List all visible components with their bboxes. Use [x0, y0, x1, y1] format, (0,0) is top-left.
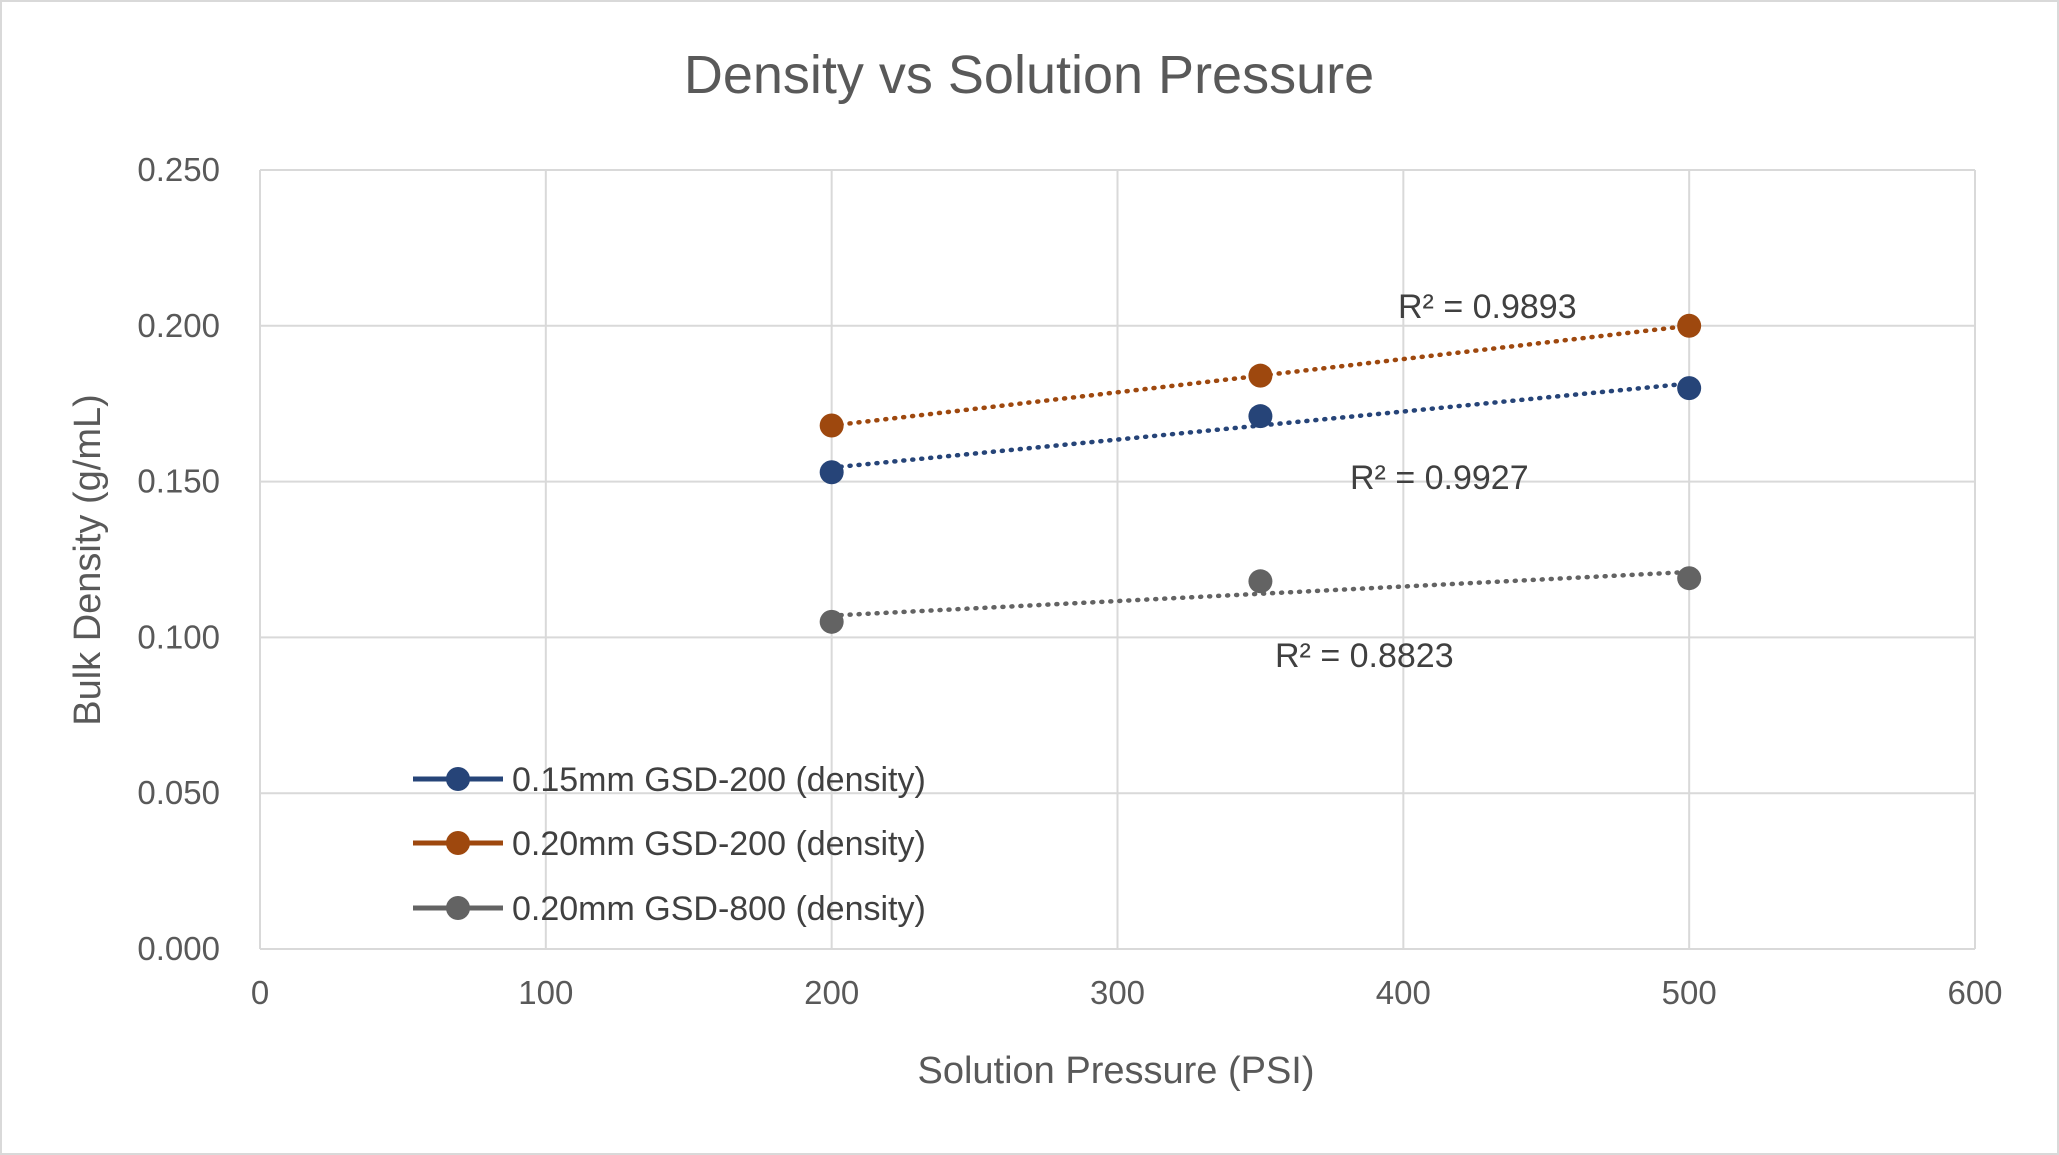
x-tick-label: 600	[1947, 974, 2002, 1011]
legend-marker	[446, 896, 470, 920]
data-point	[819, 413, 844, 438]
legend-label: 0.20mm GSD-200 (density)	[512, 825, 926, 863]
y-tick-label: 0.000	[137, 930, 220, 967]
data-point	[1248, 569, 1273, 594]
x-tick-label: 100	[518, 974, 573, 1011]
y-tick-label: 0.050	[137, 774, 220, 811]
legend-label: 0.15mm GSD-200 (density)	[512, 761, 926, 799]
gridlines	[259, 169, 1976, 950]
legend-label: 0.20mm GSD-800 (density)	[512, 890, 926, 928]
x-axis-title: Solution Pressure (PSI)	[917, 1050, 1314, 1092]
data-point	[1248, 404, 1273, 429]
x-tick-label: 300	[1090, 974, 1145, 1011]
legend: 0.15mm GSD-200 (density) 0.20mm GSD-200 (…	[413, 761, 926, 928]
data-point	[1677, 376, 1702, 401]
y-tick-label: 0.150	[137, 463, 220, 500]
data-points	[819, 313, 1702, 634]
x-tick-label: 200	[804, 974, 859, 1011]
x-tick-label: 0	[251, 974, 269, 1011]
x-tick-label: 500	[1662, 974, 1717, 1011]
chart-title: Density vs Solution Pressure	[684, 45, 1374, 105]
x-tick-label: 400	[1376, 974, 1431, 1011]
r2-label: R² = 0.9893	[1398, 288, 1577, 326]
y-tick-label: 0.200	[137, 307, 220, 344]
r2-label: R² = 0.8823	[1275, 637, 1454, 675]
legend-marker	[446, 831, 470, 855]
r2-labels: R² = 0.9927 R² = 0.9893 R² = 0.8823	[1275, 288, 1577, 675]
y-tick-label: 0.100	[137, 618, 220, 655]
trendline	[829, 569, 1692, 618]
data-point	[819, 460, 844, 485]
data-point	[1677, 313, 1702, 338]
data-point	[1248, 363, 1273, 388]
data-point	[1677, 566, 1702, 591]
legend-marker	[446, 767, 470, 791]
tick-labels: 0.000 0.050 0.100 0.150 0.200 0.250 0 100 200 300…	[137, 151, 2002, 1011]
y-tick-label: 0.250	[137, 151, 220, 188]
data-point	[819, 609, 844, 634]
r2-label: R² = 0.9927	[1350, 459, 1529, 497]
y-axis-title: Bulk Density (g/mL)	[67, 394, 109, 726]
